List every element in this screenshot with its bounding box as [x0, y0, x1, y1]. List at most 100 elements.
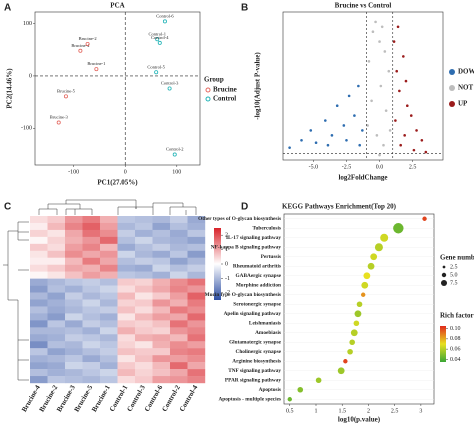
- heatmap-cell: [135, 216, 153, 224]
- heatmap-cell: [65, 320, 83, 328]
- heatmap-cell: [65, 216, 83, 224]
- heatmap-cell: [170, 216, 188, 224]
- y-axis-label: PC2(14.46%): [6, 68, 14, 109]
- point: [353, 114, 356, 117]
- heatmap-cell: [100, 327, 118, 335]
- heatmap-cell: [152, 285, 171, 293]
- heatmap-cell: [82, 229, 101, 238]
- heatmap-cell: [30, 250, 48, 258]
- heatmap-cell: [100, 250, 118, 258]
- heatmap-cell: [30, 299, 48, 307]
- heatmap-cell: [117, 369, 136, 377]
- size-legend-marker: [440, 279, 448, 287]
- heatmap-cell: [47, 348, 66, 356]
- point: [395, 69, 399, 73]
- heatmap-cell: [82, 216, 101, 224]
- dendrograms: [3, 199, 197, 381]
- heatmap-cell: [100, 299, 118, 307]
- heatmap-cell: [187, 369, 206, 377]
- x-axis-label: log10(p.value): [338, 416, 381, 424]
- heatmap-cell: [47, 341, 66, 349]
- point: [162, 19, 167, 24]
- point: [288, 146, 291, 149]
- category-label: Cholinergic synapse: [236, 349, 282, 355]
- heatmap-cell: [30, 264, 48, 272]
- point: [388, 129, 392, 132]
- dot: [347, 348, 353, 355]
- heatmap-cell: [30, 292, 48, 300]
- point: [378, 153, 381, 157]
- dot: [370, 253, 378, 261]
- category-label: TNF signaling pathway: [228, 368, 281, 374]
- heatmap-cell: [100, 341, 118, 349]
- heatmap-cell: [100, 376, 118, 384]
- heatmap-cell: [170, 348, 188, 356]
- x-tick-label: 2: [367, 408, 370, 414]
- heatmap-cell: [152, 313, 171, 321]
- heatmap-cell: [187, 271, 206, 279]
- heatmap-cell: [30, 376, 48, 384]
- heatmap-cell: [47, 257, 66, 265]
- heatmap-cell: [117, 243, 136, 251]
- heatmap-cell: [65, 313, 83, 321]
- legend-title: Group: [204, 76, 224, 84]
- heatmap-cell: [152, 327, 171, 335]
- point: [154, 70, 159, 75]
- point: [300, 138, 303, 142]
- heatmap-cell: [170, 355, 188, 363]
- heatmap-cell: [152, 348, 171, 356]
- heatmap-cell: [30, 278, 48, 286]
- heatmap-cell: [187, 327, 206, 335]
- heatmap-cell: [82, 292, 101, 300]
- point: [358, 143, 361, 147]
- heatmap-cell: [65, 271, 83, 279]
- chart-title: Brucine vs Control: [335, 2, 392, 10]
- heatmap-cell: [47, 376, 66, 384]
- x-tick-label: 0: [124, 169, 127, 175]
- heatmap-cell: [170, 313, 188, 321]
- point-label: Brucine-2: [79, 36, 97, 41]
- heatmap-cell: [187, 376, 206, 384]
- dot: [354, 310, 362, 318]
- heatmap-cell: [135, 327, 153, 335]
- heatmap-cell: [152, 355, 171, 363]
- heatmap-cell: [170, 362, 188, 370]
- heatmap-cell: [152, 243, 171, 251]
- heatmap-cell: [187, 292, 206, 300]
- heatmap-cell: [135, 306, 153, 314]
- point-label: Brucine-3: [50, 115, 69, 120]
- category-label: Apoptosis: [259, 387, 281, 393]
- x-tick-label: 0.5: [286, 408, 294, 414]
- heatmap-cell: [135, 292, 153, 300]
- point-label: Brucine-1: [87, 61, 105, 66]
- heatmap-cell: [170, 320, 188, 328]
- heatmap-cell: [82, 299, 101, 307]
- heatmap-cell: [65, 362, 83, 370]
- heatmap-cell: [187, 243, 206, 251]
- heatmap-cell: [47, 369, 66, 377]
- heatmap-cell: [170, 278, 188, 286]
- heatmap-cell: [152, 222, 171, 231]
- point: [405, 104, 409, 108]
- heatmap-cell: [100, 313, 118, 321]
- heatmap-cell: [117, 229, 136, 238]
- heatmap-cell: [187, 278, 206, 286]
- heatmap-cell: [170, 369, 188, 377]
- heatmap-cell: [117, 264, 136, 272]
- category-label: Other types of O-glycan biosynthesis: [198, 216, 281, 222]
- plot-frame: [283, 213, 435, 405]
- heatmap-cell: [152, 236, 171, 245]
- heatmap-cell: [117, 257, 136, 265]
- heatmap-cell: [170, 222, 188, 231]
- point-label: Brucine-4: [71, 43, 90, 48]
- x-tick-label: -2.5: [342, 164, 352, 170]
- heatmap-cell: [82, 264, 101, 272]
- point-label: Control-5: [147, 64, 165, 69]
- point: [374, 20, 377, 24]
- heatmap-cell: [117, 341, 136, 349]
- panel-label: C: [4, 202, 11, 213]
- heatmap-cell: [100, 216, 118, 224]
- heatmap-cell: [100, 362, 118, 370]
- heatmap-cell: [30, 313, 48, 321]
- heatmap-cell: [100, 257, 118, 265]
